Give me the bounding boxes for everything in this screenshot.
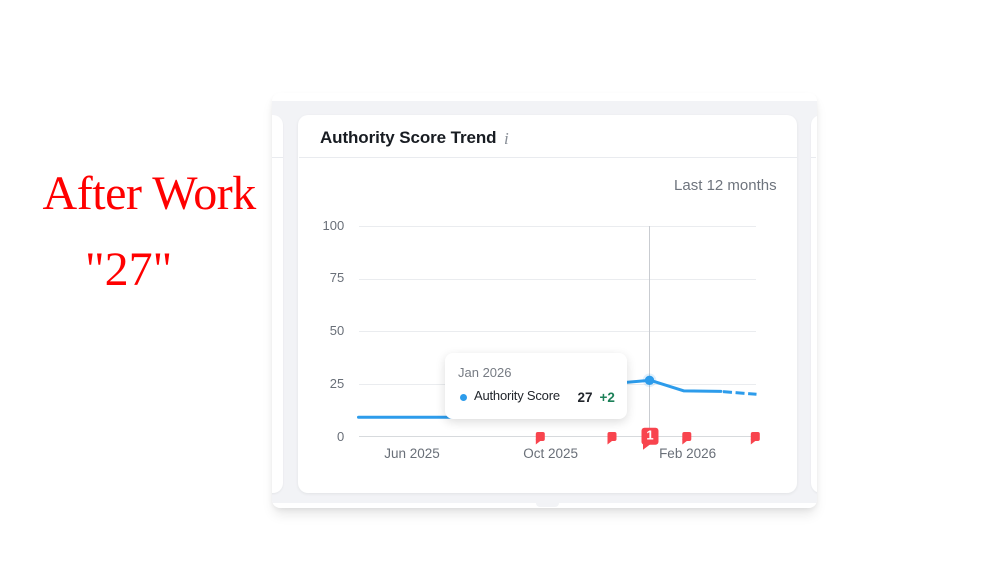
svg-text:1: 1 — [646, 428, 653, 443]
